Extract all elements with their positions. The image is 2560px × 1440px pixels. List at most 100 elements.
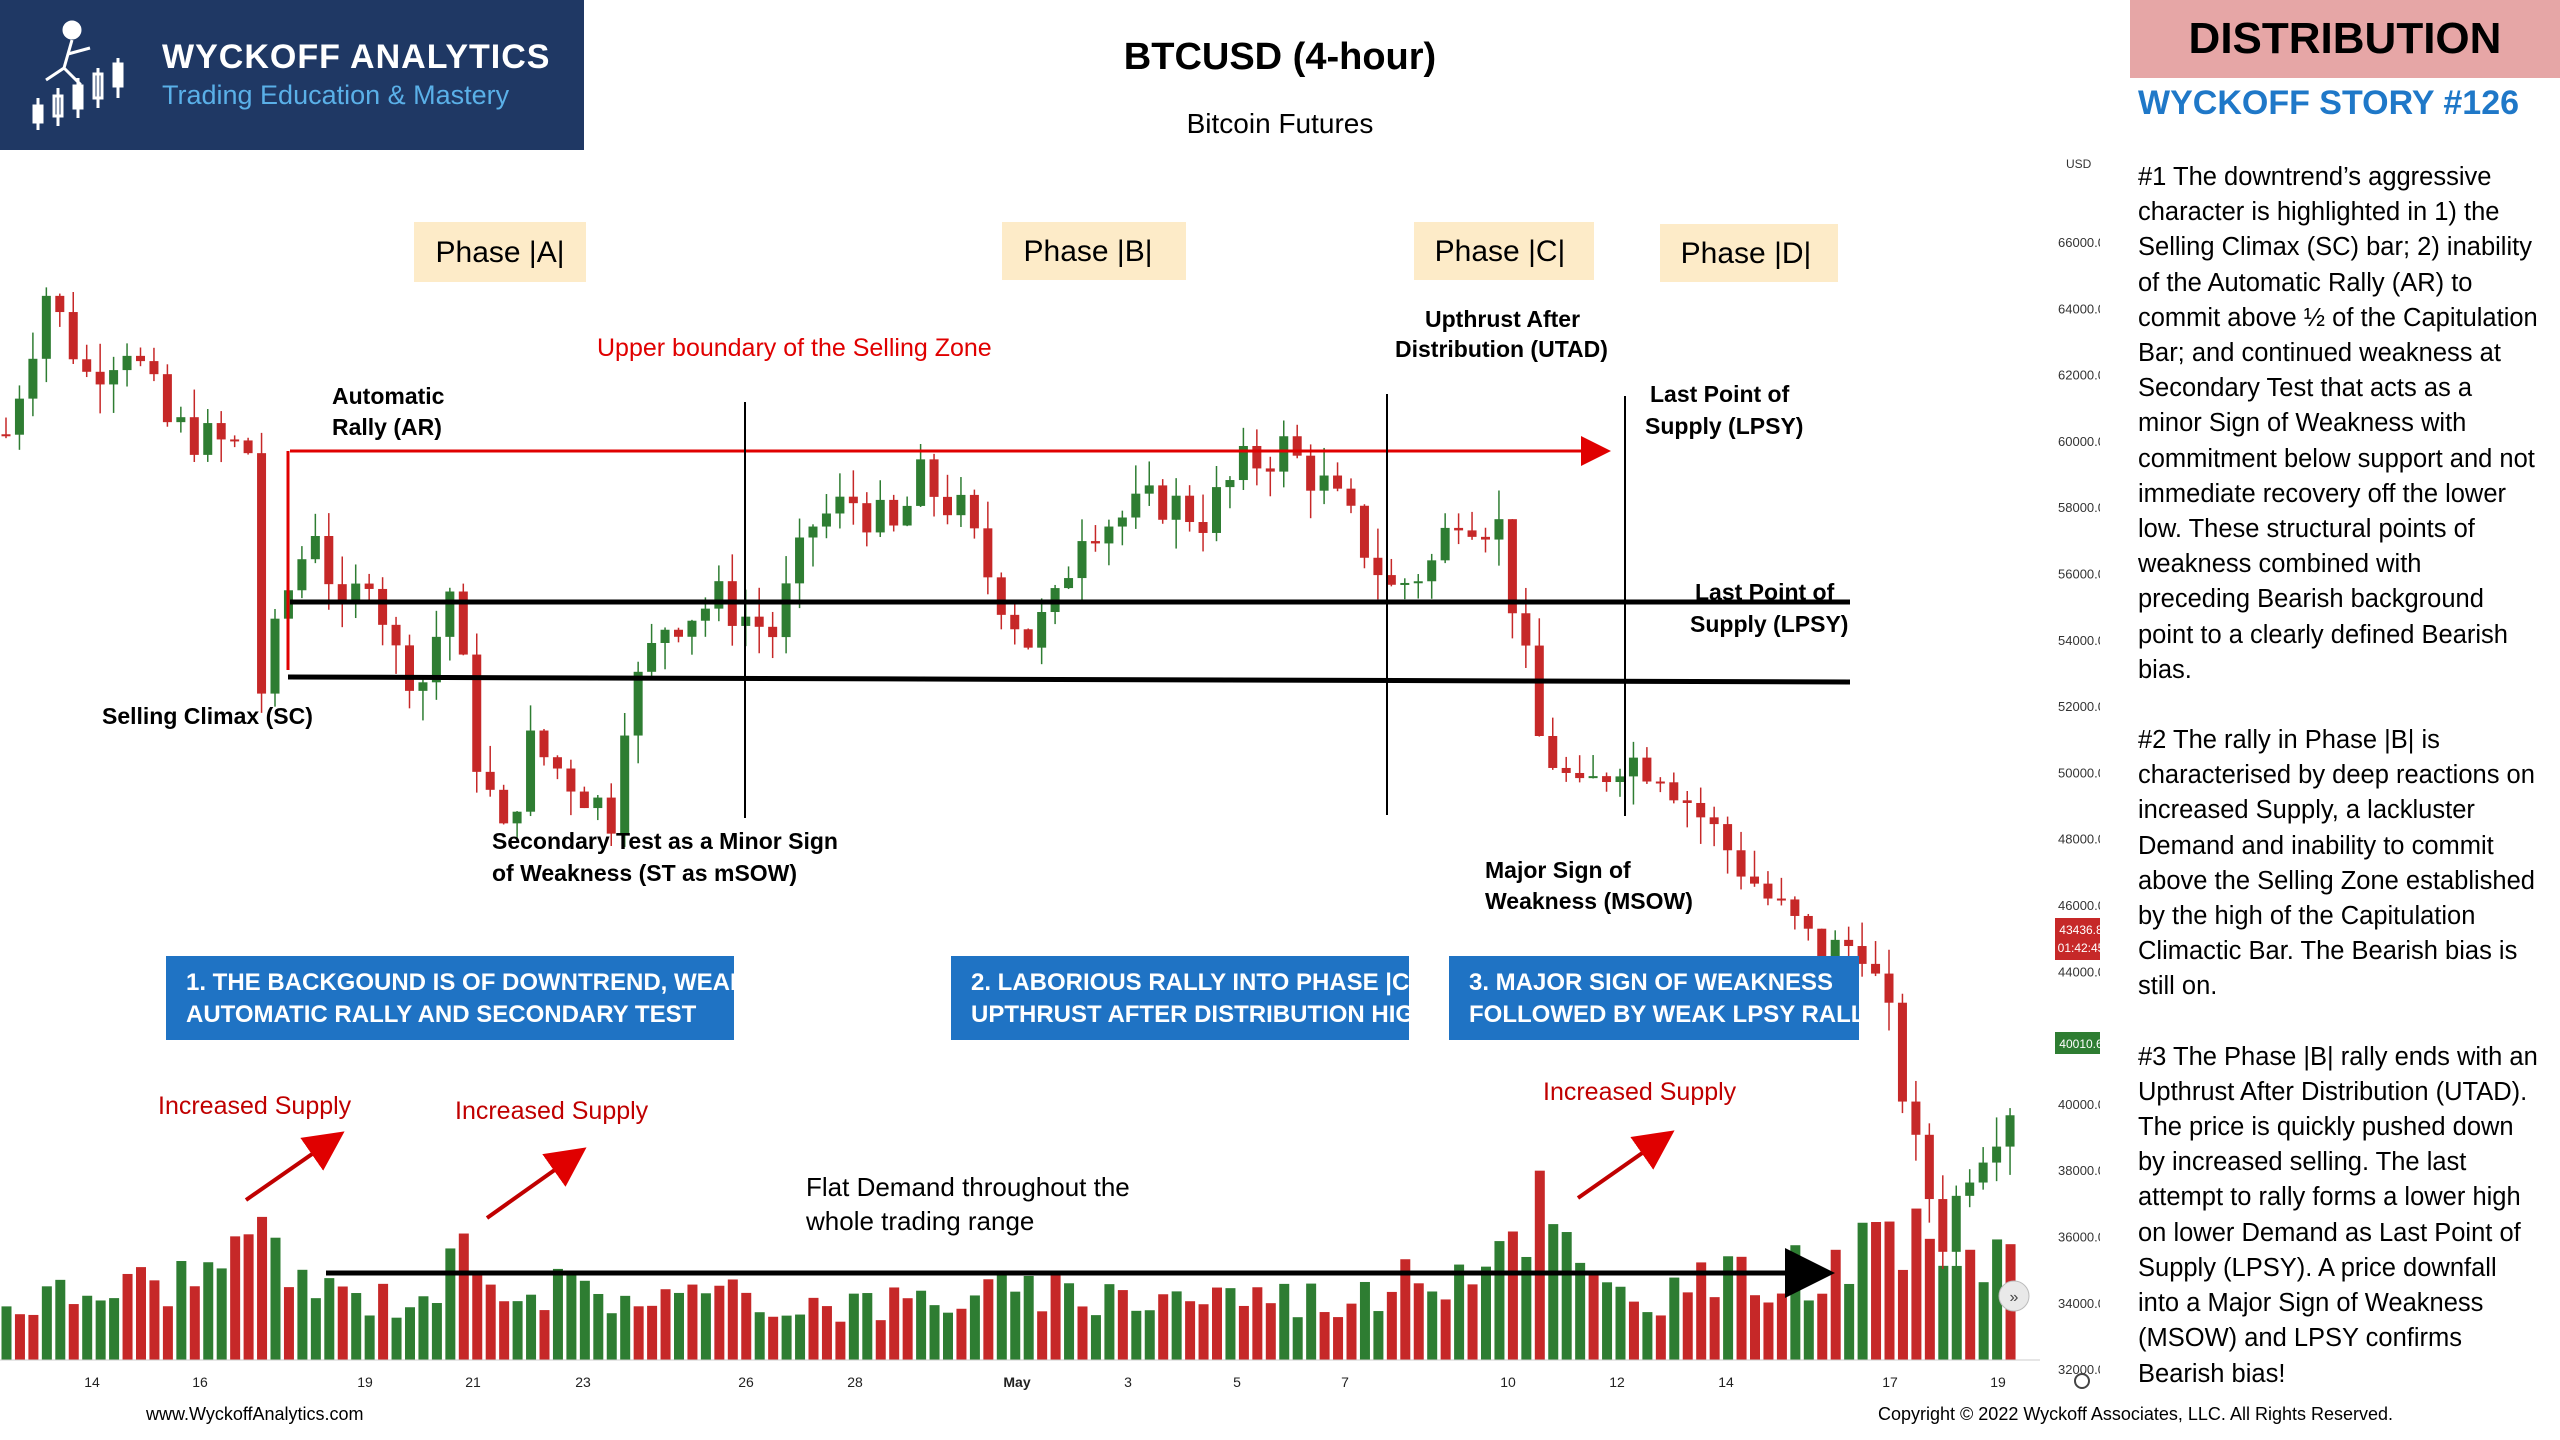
candle <box>485 745 495 797</box>
distribution-badge: DISTRIBUTION <box>2130 0 2560 78</box>
summary-box-2: 2. LABORIOUS RALLY INTO PHASE |C| UPTHRU… <box>951 956 1431 1040</box>
volume-bar <box>1064 1283 1075 1360</box>
candle <box>1642 747 1652 784</box>
volume-bar <box>1790 1245 1801 1360</box>
candle <box>1117 510 1127 546</box>
candle <box>956 477 966 527</box>
phase-d-label: Phase |D| <box>1660 224 1838 282</box>
candle <box>270 608 280 707</box>
candle <box>1144 461 1154 506</box>
volume-bar <box>1225 1288 1236 1360</box>
lpsy-label-a2: Supply (LPSY) <box>1645 413 1803 439</box>
volume-bar <box>1965 1249 1976 1360</box>
candle <box>1373 528 1383 600</box>
volume-bar <box>189 1286 200 1360</box>
volume-bar <box>1252 1287 1263 1360</box>
candle <box>579 786 589 809</box>
candle <box>1252 429 1262 486</box>
ar-label-1: Automatic <box>332 383 445 409</box>
price-tick-label: 56000.0 <box>2058 567 2100 582</box>
increased-supply-label-2: Increased Supply <box>455 1097 649 1125</box>
candle <box>1776 877 1786 906</box>
volume-bar <box>1615 1286 1626 1360</box>
candle <box>1 417 11 439</box>
candle <box>257 432 267 713</box>
story-paragraph-1: #1 The downtrend’s aggressive character … <box>2138 163 2538 684</box>
volume-bar <box>297 1269 308 1360</box>
candle <box>445 587 455 661</box>
volume-bar <box>1911 1208 1922 1360</box>
candle <box>1265 456 1275 497</box>
volume-bar <box>795 1314 806 1360</box>
candle <box>1158 479 1168 524</box>
volume-bar <box>1750 1295 1760 1360</box>
candle <box>324 513 334 610</box>
candle <box>499 784 509 825</box>
candle <box>929 453 939 517</box>
volume-bar <box>1682 1292 1693 1360</box>
story-paragraph-2: #2 The rally in Phase |B| is characteris… <box>2138 726 2535 1001</box>
candle <box>431 610 441 700</box>
volume-bar <box>781 1315 792 1360</box>
candle <box>606 783 616 847</box>
volume-bar <box>485 1284 496 1360</box>
candle <box>902 496 912 527</box>
volume-bar <box>1642 1312 1653 1360</box>
candle <box>848 470 858 525</box>
svg-text:2. LABORIOUS RALLY INTO PHASE: 2. LABORIOUS RALLY INTO PHASE |C| <box>971 969 1416 996</box>
scroll-to-latest-button[interactable]: » <box>1998 1280 2030 1312</box>
volume-bar <box>1938 1265 1949 1360</box>
msow-label-1: Major Sign of <box>1485 857 1631 883</box>
volume-bar <box>700 1293 711 1360</box>
chart-subtitle: Bitcoin Futures <box>1186 108 1374 139</box>
candle <box>176 406 186 433</box>
candle <box>781 556 791 654</box>
phase-b-label: Phase |B| <box>1002 222 1186 280</box>
candle <box>1561 756 1571 782</box>
volume-bar <box>929 1305 940 1360</box>
price-tick-label: 40000.0 <box>2058 1097 2100 1112</box>
volume-bar <box>136 1267 146 1360</box>
volume-bar <box>741 1292 752 1360</box>
candle <box>1669 772 1679 804</box>
volume-bar <box>1723 1256 1734 1360</box>
phase-a-label: Phase |A| <box>414 222 586 282</box>
candle <box>1279 420 1289 488</box>
utad-label-1: Upthrust After <box>1425 306 1580 332</box>
volume-bar <box>889 1287 900 1360</box>
volume-bar <box>55 1279 66 1360</box>
candle <box>378 577 388 646</box>
volume-bar <box>391 1317 402 1360</box>
candle <box>916 444 926 507</box>
volume-bar <box>1238 1305 1249 1360</box>
volume-bar <box>647 1305 658 1360</box>
candle <box>552 755 562 780</box>
time-tick-label: 19 <box>1990 1374 2006 1390</box>
candle <box>943 474 952 525</box>
volume-bar <box>1602 1282 1613 1360</box>
volume-bar <box>1359 1281 1370 1360</box>
time-tick-label: May <box>1003 1374 1030 1390</box>
candle <box>875 480 885 538</box>
time-tick-label: 14 <box>84 1374 100 1390</box>
svg-text:3. MAJOR SIGN OF WEAKNESS: 3. MAJOR SIGN OF WEAKNESS <box>1469 969 1833 996</box>
volume-bar <box>1763 1302 1774 1360</box>
volume-bar <box>14 1314 25 1360</box>
logo-title: WYCKOFF ANALYTICS <box>162 38 551 76</box>
candle <box>674 627 683 643</box>
volume-bar <box>1198 1304 1209 1360</box>
price-tick-label: 60000.0 <box>2058 434 2100 449</box>
logo-subtitle: Trading Education & Mastery <box>162 80 510 110</box>
candle <box>1050 584 1060 625</box>
candle <box>1306 444 1316 519</box>
settings-gear-button[interactable] <box>2074 1373 2090 1389</box>
volume-bar <box>916 1290 927 1360</box>
volume-bar <box>512 1301 523 1360</box>
price-tick-label: 52000.0 <box>2058 699 2100 714</box>
candle <box>122 343 132 387</box>
candle <box>983 501 993 595</box>
candle <box>230 435 240 448</box>
lpsy-label-a1: Last Point of <box>1650 381 1790 407</box>
volume-bar <box>1 1306 12 1360</box>
ar-label-2: Rally (AR) <box>332 414 442 440</box>
